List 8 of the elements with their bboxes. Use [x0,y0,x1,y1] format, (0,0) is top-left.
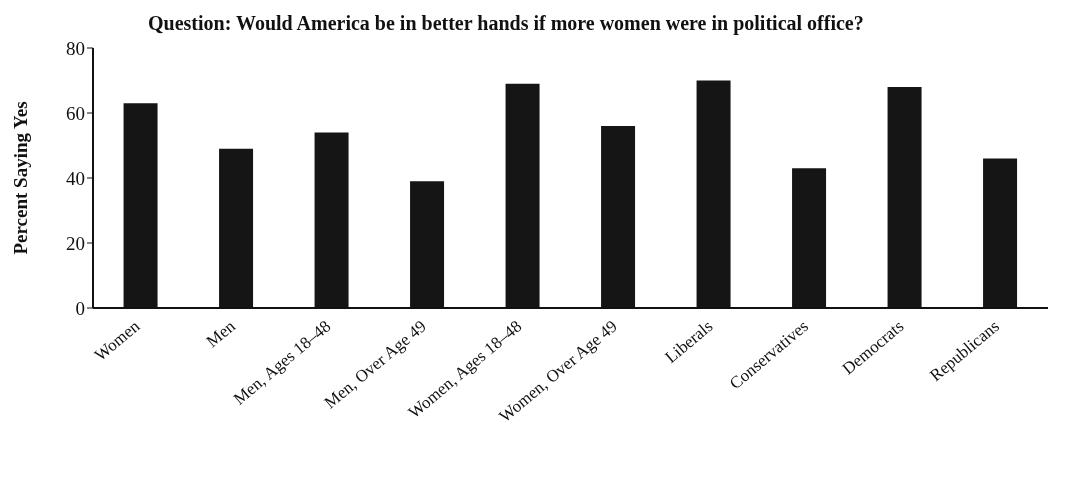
y-tick-label: 20 [66,232,85,254]
x-tick-label: Men [202,316,240,352]
chart-title: Question: Would America be in better hands if more women were in political office? [148,12,864,35]
y-tick-label: 0 [75,297,85,319]
y-axis-title: Percent Saying Yes [9,101,31,255]
y-tick-label: 60 [66,102,85,124]
y-tick-label: 40 [66,167,85,189]
y-tick-label: 80 [66,37,85,59]
